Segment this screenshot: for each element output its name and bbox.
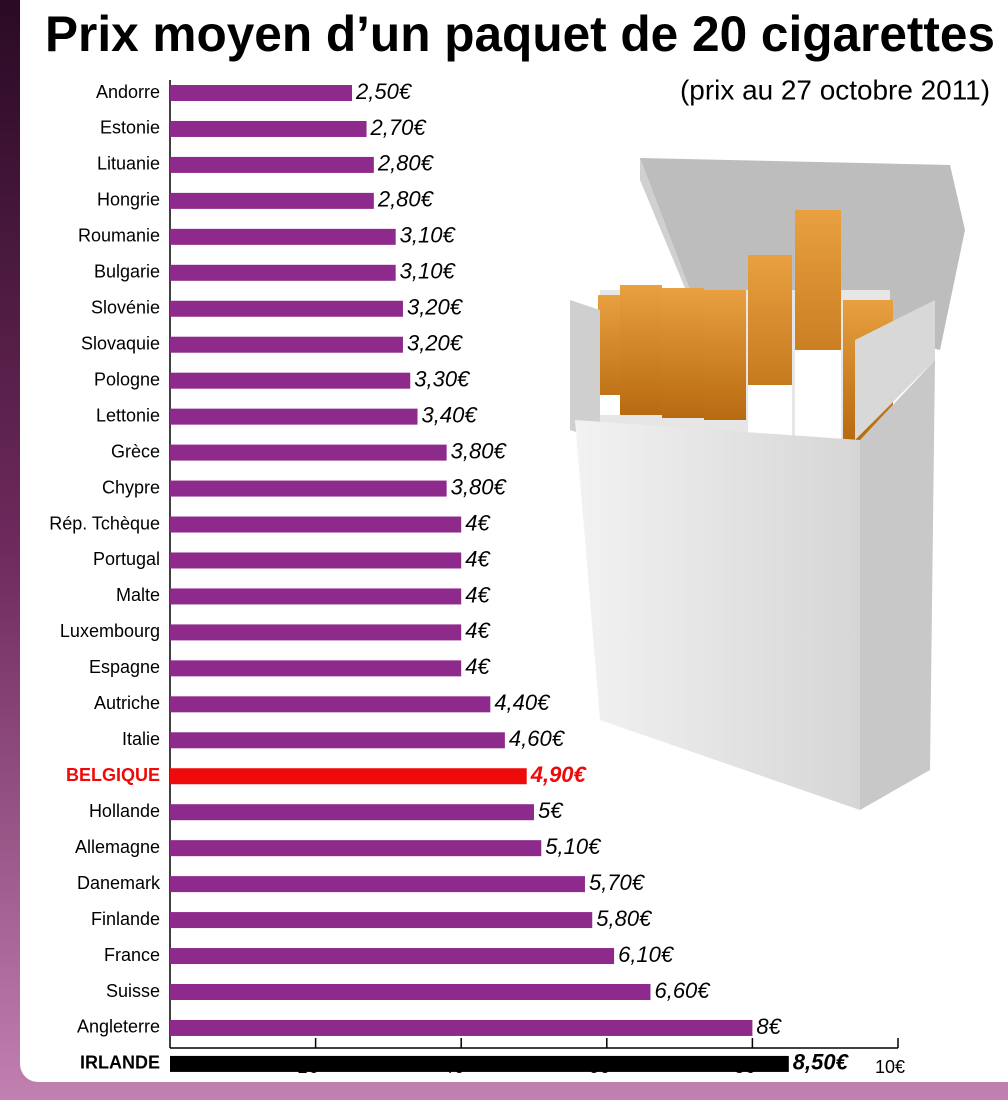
value-label: 2,50€ — [355, 79, 413, 104]
bar — [170, 156, 374, 173]
bar — [170, 768, 527, 785]
y-tick-label: Hongrie — [97, 190, 160, 210]
value-label: 5€ — [538, 798, 564, 823]
y-tick-label: France — [104, 945, 160, 965]
bar — [170, 516, 462, 533]
value-label: 4€ — [465, 618, 491, 643]
y-tick-label: Autriche — [94, 693, 160, 713]
value-label: 6,10€ — [618, 942, 675, 967]
y-tick-label: Danemark — [77, 873, 161, 893]
y-tick-label: Grèce — [111, 441, 160, 461]
y-tick-label: Bulgarie — [94, 262, 160, 282]
value-label: 4€ — [465, 546, 491, 571]
y-tick-label: Lituanie — [97, 154, 160, 174]
value-label: 2,80€ — [377, 187, 435, 212]
bar — [170, 660, 462, 677]
value-label: 3,40€ — [422, 402, 479, 427]
y-tick-label: Luxembourg — [60, 621, 160, 641]
bar — [170, 85, 352, 101]
y-tick-label: Allemagne — [75, 837, 160, 857]
value-label: 3,10€ — [400, 259, 457, 284]
value-label: 3,20€ — [407, 295, 464, 320]
bar — [170, 948, 615, 965]
value-label: 2,70€ — [370, 115, 428, 140]
y-tick-label: Andorre — [96, 82, 160, 102]
bar — [170, 624, 462, 641]
bar — [170, 228, 396, 245]
y-tick-label: IRLANDE — [80, 1053, 160, 1073]
bar — [170, 804, 534, 821]
bar — [170, 408, 418, 425]
y-tick-label: Rép. Tchèque — [49, 513, 160, 533]
y-tick-label: Pologne — [94, 369, 160, 389]
y-tick-label: Chypre — [102, 477, 160, 497]
bar — [170, 372, 411, 389]
value-label: 4€ — [465, 654, 491, 679]
value-label: 4,90€ — [530, 762, 588, 787]
value-label: 2,80€ — [377, 151, 435, 176]
chart-subtitle: (prix au 27 octobre 2011) — [680, 74, 990, 105]
y-tick-label: BELGIQUE — [66, 765, 160, 785]
bar — [170, 984, 651, 1000]
y-tick-label: Portugal — [93, 549, 160, 569]
bar — [170, 912, 593, 929]
bar — [170, 552, 462, 569]
bar — [170, 696, 491, 713]
value-label: 6,60€ — [654, 978, 711, 1003]
bar — [170, 336, 403, 353]
bar — [170, 588, 462, 605]
value-label: 3,20€ — [407, 331, 464, 356]
bar — [170, 264, 396, 281]
y-tick-label: Italie — [122, 729, 160, 749]
y-tick-label: Espagne — [89, 657, 160, 677]
bar — [170, 840, 542, 857]
x-tick-label: 10€ — [875, 1057, 905, 1077]
y-tick-label: Lettonie — [96, 405, 160, 425]
value-label: 8€ — [756, 1014, 782, 1039]
bar — [170, 1055, 789, 1072]
bar — [170, 732, 505, 749]
bar — [170, 444, 447, 461]
value-label: 4,60€ — [509, 726, 566, 751]
y-tick-label: Roumanie — [78, 226, 160, 246]
value-label: 5,10€ — [545, 834, 602, 859]
value-label: 5,80€ — [596, 906, 653, 931]
value-label: 3,80€ — [451, 438, 508, 463]
bar — [170, 192, 374, 209]
bar — [170, 120, 367, 137]
y-tick-label: Suisse — [106, 981, 160, 1001]
value-label: 3,30€ — [414, 366, 471, 391]
value-label: 3,80€ — [451, 474, 508, 499]
value-label: 4€ — [465, 510, 491, 535]
y-tick-label: Finlande — [91, 909, 160, 929]
y-tick-label: Malte — [116, 585, 160, 605]
y-tick-label: Estonie — [100, 118, 160, 138]
value-label: 3,10€ — [400, 223, 457, 248]
y-tick-label: Hollande — [89, 801, 160, 821]
bar — [170, 300, 403, 317]
value-label: 4,40€ — [494, 690, 551, 715]
chart-title: Prix moyen d’un paquet de 20 cigarettes — [45, 6, 995, 62]
bar — [170, 876, 585, 893]
y-tick-label: Angleterre — [77, 1017, 160, 1037]
value-label: 4€ — [465, 582, 491, 607]
y-tick-label: Slovénie — [91, 298, 160, 318]
y-tick-label: Slovaquie — [81, 333, 160, 353]
cigarette-illustration — [570, 158, 965, 810]
bar — [170, 480, 447, 497]
value-label: 8,50€ — [793, 1050, 850, 1075]
bar — [170, 1019, 753, 1036]
value-label: 5,70€ — [589, 870, 646, 895]
